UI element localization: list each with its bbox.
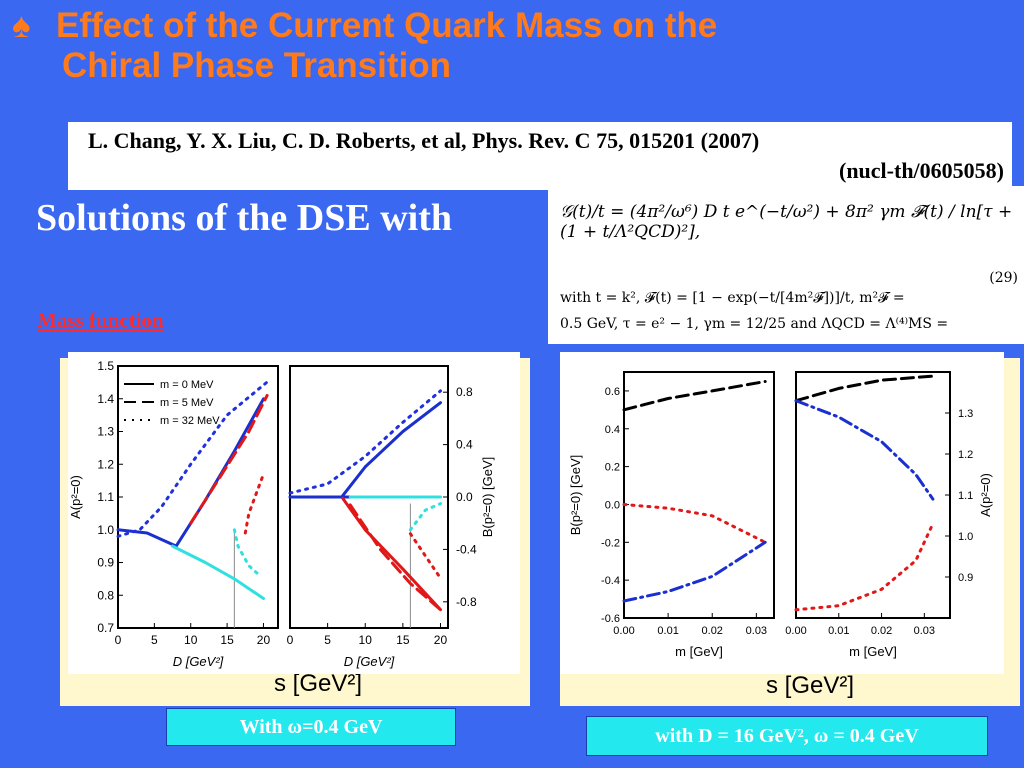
equation-box: 𝒢(t)/t = (4π²/ω⁶) D t e^(−t/ω²) + 8π² γm… <box>548 186 1024 344</box>
y-tick-label: 1.2 <box>97 457 114 471</box>
x-tick-label: 0.03 <box>914 625 935 637</box>
series-line <box>341 496 442 612</box>
y-tick-label: -0.6 <box>601 613 620 625</box>
y-tick-label: 0.7 <box>97 621 114 635</box>
y-tick-label: 1.4 <box>97 392 114 406</box>
series-line <box>288 389 442 495</box>
x-axis-label: m [GeV] <box>849 644 897 659</box>
y-axis-label: B(p²=0) [GeV] <box>480 457 495 538</box>
series-line <box>348 503 442 612</box>
x-tick-label: 0.03 <box>746 625 767 637</box>
series-line <box>171 544 265 600</box>
title-line-2: Chiral Phase Transition <box>62 46 451 85</box>
series-line <box>794 522 935 612</box>
equation-main: 𝒢(t)/t = (4π²/ω⁶) D t e^(−t/ω²) + 8π² γm… <box>560 202 1013 242</box>
x-tick-label: 15 <box>220 633 234 647</box>
series-line <box>408 502 442 532</box>
series-line <box>794 374 935 403</box>
left-chart-panel: 0 5 10 15 20 0.7 0.8 0.9 1.0 1.1 1.2 1.3 1.4 1.5 D [Ge… <box>68 352 520 674</box>
x-tick-label: 15 <box>396 633 410 647</box>
reference-line-1: L. Chang, Y. X. Liu, C. D. Roberts, et a… <box>88 128 760 153</box>
x-tick-label: 0.02 <box>702 625 723 637</box>
series-line <box>341 401 442 498</box>
y-tick-label: 1.3 <box>97 425 114 439</box>
series-line <box>189 394 269 525</box>
mass-function-link[interactable]: Mass function <box>37 308 164 332</box>
y-axis-label: A(p²=0) <box>68 475 83 519</box>
equation-number: (29) <box>989 270 1018 286</box>
y-tick-label: -0.2 <box>601 537 620 549</box>
x-tick-label: 10 <box>359 633 373 647</box>
y-tick-label: 1.1 <box>97 490 114 504</box>
plot-frame <box>623 371 775 619</box>
y-tick-label: 1.0 <box>97 523 114 537</box>
y-tick-label: 1.2 <box>958 449 973 461</box>
solutions-heading: Solutions of the DSE with <box>36 197 452 239</box>
x-tick-label: 20 <box>434 633 448 647</box>
equation-line-3: 0.5 GeV, τ = e² − 1, γm = 12/25 and ΛQCD… <box>560 316 949 332</box>
x-tick-label: 10 <box>184 633 198 647</box>
left-chart-svg: 0 5 10 15 20 0.7 0.8 0.9 1.0 1.1 1.2 1.3 1.4 1.5 D [Ge… <box>68 359 495 669</box>
reference-line-2: (nucl-th/0605058) <box>839 158 1004 183</box>
title-line-1: Effect of the Current Quark Mass on the <box>56 6 718 45</box>
x-axis-label: D [GeV²] <box>344 654 395 669</box>
y-tick-label: 0.8 <box>456 385 473 399</box>
right-figure-axis-label: s [GeV²] <box>766 672 855 699</box>
series-line <box>622 503 767 544</box>
y-tick-label: 0.9 <box>958 572 973 584</box>
series-line <box>794 399 935 501</box>
left-caption: With ω=0.4 GeV <box>166 708 456 746</box>
x-tick-label: 0.00 <box>785 625 806 637</box>
x-tick-label: 0 <box>287 633 294 647</box>
y-tick-label: 0.0 <box>605 499 620 511</box>
y-tick-label: -0.8 <box>456 595 477 609</box>
right-chart-svg: 0.00 0.01 0.02 0.03 -0.6 -0.4 -0.2 0.0 0.2 0.4 0.6… <box>568 371 993 659</box>
slide-title: ♠ Effect of the Current Quark Mass on the… <box>12 6 1012 86</box>
series-line <box>232 528 262 578</box>
x-axis-label: m [GeV] <box>675 644 723 659</box>
left-figure-axis-label: s [GeV²] <box>274 670 363 697</box>
x-tick-label: 0 <box>115 633 122 647</box>
y-tick-label: 1.5 <box>97 359 114 373</box>
spade-icon: ♠ <box>12 6 31 45</box>
y-axis-label: B(p²=0) [GeV] <box>568 455 583 536</box>
series-line <box>408 532 442 580</box>
y-tick-label: 1.0 <box>958 531 973 543</box>
y-tick-label: 1.3 <box>958 408 973 420</box>
x-tick-label: 20 <box>257 633 271 647</box>
reference-box: L. Chang, Y. X. Liu, C. D. Roberts, et a… <box>68 122 1012 190</box>
legend-entry: m = 0 MeV <box>160 379 214 391</box>
x-tick-label: 0.01 <box>657 625 678 637</box>
y-tick-label: 1.1 <box>958 490 973 502</box>
y-tick-label: 0.2 <box>605 462 620 474</box>
right-caption: with D = 16 GeV², ω = 0.4 GeV <box>586 716 988 756</box>
series-line <box>243 472 265 535</box>
y-axis-label: A(p²=0) <box>978 473 993 517</box>
x-tick-label: 0.02 <box>871 625 892 637</box>
equation-line-2: with t = k², 𝓕(t) = [1 − exp(−t/[4m²𝓕])]… <box>560 290 905 306</box>
y-tick-label: 0.8 <box>97 588 114 602</box>
x-axis-label: D [GeV²] <box>173 654 224 669</box>
legend-entry: m = 32 MeV <box>160 415 220 427</box>
x-tick-label: 5 <box>324 633 331 647</box>
y-tick-label: -0.4 <box>601 575 620 587</box>
right-chart-panel: 0.00 0.01 0.02 0.03 -0.6 -0.4 -0.2 0.0 0.2 0.4 0.6… <box>560 352 1004 674</box>
y-tick-label: 0.4 <box>456 438 473 452</box>
series-line <box>116 528 178 548</box>
x-tick-label: 0.01 <box>828 625 849 637</box>
x-tick-label: 5 <box>151 633 158 647</box>
y-tick-label: 0.0 <box>456 490 473 504</box>
series-line <box>622 540 767 603</box>
y-tick-label: 0.9 <box>97 556 114 570</box>
x-tick-label: 0.00 <box>613 625 634 637</box>
y-tick-label: -0.4 <box>456 542 477 556</box>
y-tick-label: 0.6 <box>605 386 620 398</box>
y-tick-label: 0.4 <box>605 424 620 436</box>
legend-entry: m = 5 MeV <box>160 397 214 409</box>
series-line <box>116 377 273 538</box>
series-line <box>622 380 767 412</box>
